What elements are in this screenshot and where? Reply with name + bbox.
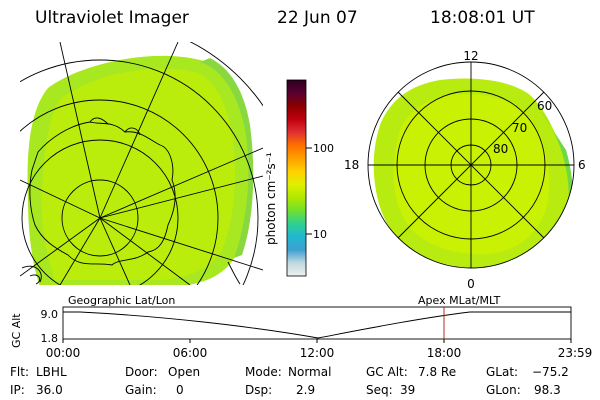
status-gain-label: Gain: xyxy=(125,383,157,397)
status-ip-value: 36.0 xyxy=(36,383,63,397)
app-title: Ultraviolet Imager xyxy=(35,8,189,28)
colorbar-tick-10: 10 xyxy=(313,228,327,241)
status-dsp-value: 2.9 xyxy=(296,383,316,397)
status-dsp-label: Dsp: xyxy=(245,383,273,397)
y-tick-low: 1.8 xyxy=(41,332,59,345)
status-glat-value: −75.2 xyxy=(532,365,569,379)
date-readout: 22 Jun 07 xyxy=(277,8,358,28)
status-glon-value: 98.3 xyxy=(534,383,561,397)
status-gain-value: 0 xyxy=(176,383,184,397)
y-tick-high: 9.0 xyxy=(41,308,59,321)
status-flt-label: Flt: xyxy=(10,365,29,379)
mlt-label-0: 0 xyxy=(467,277,475,291)
geo-coastline xyxy=(21,117,241,285)
status-door-value: Open xyxy=(168,365,201,379)
status-seq-label: Seq: xyxy=(366,383,393,397)
colorbar-tick-100: 100 xyxy=(313,142,334,155)
mlt-label-12: 12 xyxy=(463,49,478,63)
polar-map-label: Apex MLat/MLT xyxy=(418,294,501,307)
x-tick-0600: 06:00 xyxy=(173,346,208,360)
status-mode-value: Normal xyxy=(288,365,332,379)
status-glon-label: GLon: xyxy=(486,383,521,397)
status-flt-value: LBHL xyxy=(36,365,67,379)
geo-map-label: Geographic Lat/Lon xyxy=(68,294,175,307)
status-door-label: Door: xyxy=(125,365,158,379)
polar-grid xyxy=(367,61,575,269)
timeline-axis-label: GC Alt xyxy=(10,313,23,348)
colorbar-label: photon cm⁻²s⁻¹ xyxy=(264,152,278,245)
geo-grid xyxy=(20,42,263,285)
x-tick-0000: 00:00 xyxy=(46,346,81,360)
geo-aurora-glow xyxy=(27,55,254,285)
status-gcalt-value: 7.8 Re xyxy=(418,365,457,379)
mlat-label-80: 80 xyxy=(493,142,508,156)
time-readout: 18:08:01 UT xyxy=(430,8,535,28)
geo-map xyxy=(20,42,263,285)
mlt-label-6: 6 xyxy=(578,158,586,172)
mlat-label-60: 60 xyxy=(537,99,552,113)
mlt-label-18: 18 xyxy=(344,158,359,172)
status-seq-value: 39 xyxy=(400,383,416,397)
timeline-plot: Geographic Lat/Lon Apex MLat/MLT GC Alt … xyxy=(10,294,592,360)
status-ip-label: IP: xyxy=(10,383,25,397)
mlat-label-70: 70 xyxy=(512,121,527,135)
colorbar: 100 10 photon cm⁻²s⁻¹ xyxy=(264,79,334,277)
x-tick-1200: 12:00 xyxy=(300,346,335,360)
status-mode-label: Mode: xyxy=(245,365,282,379)
status-gcalt-label: GC Alt: xyxy=(366,365,408,379)
altitude-curve xyxy=(63,311,571,339)
status-glat-label: GLat: xyxy=(486,365,519,379)
x-tick-2359: 23:59 xyxy=(558,346,593,360)
x-tick-1800: 18:00 xyxy=(427,346,462,360)
polar-map: 12 18 6 0 60 70 80 xyxy=(344,49,586,291)
